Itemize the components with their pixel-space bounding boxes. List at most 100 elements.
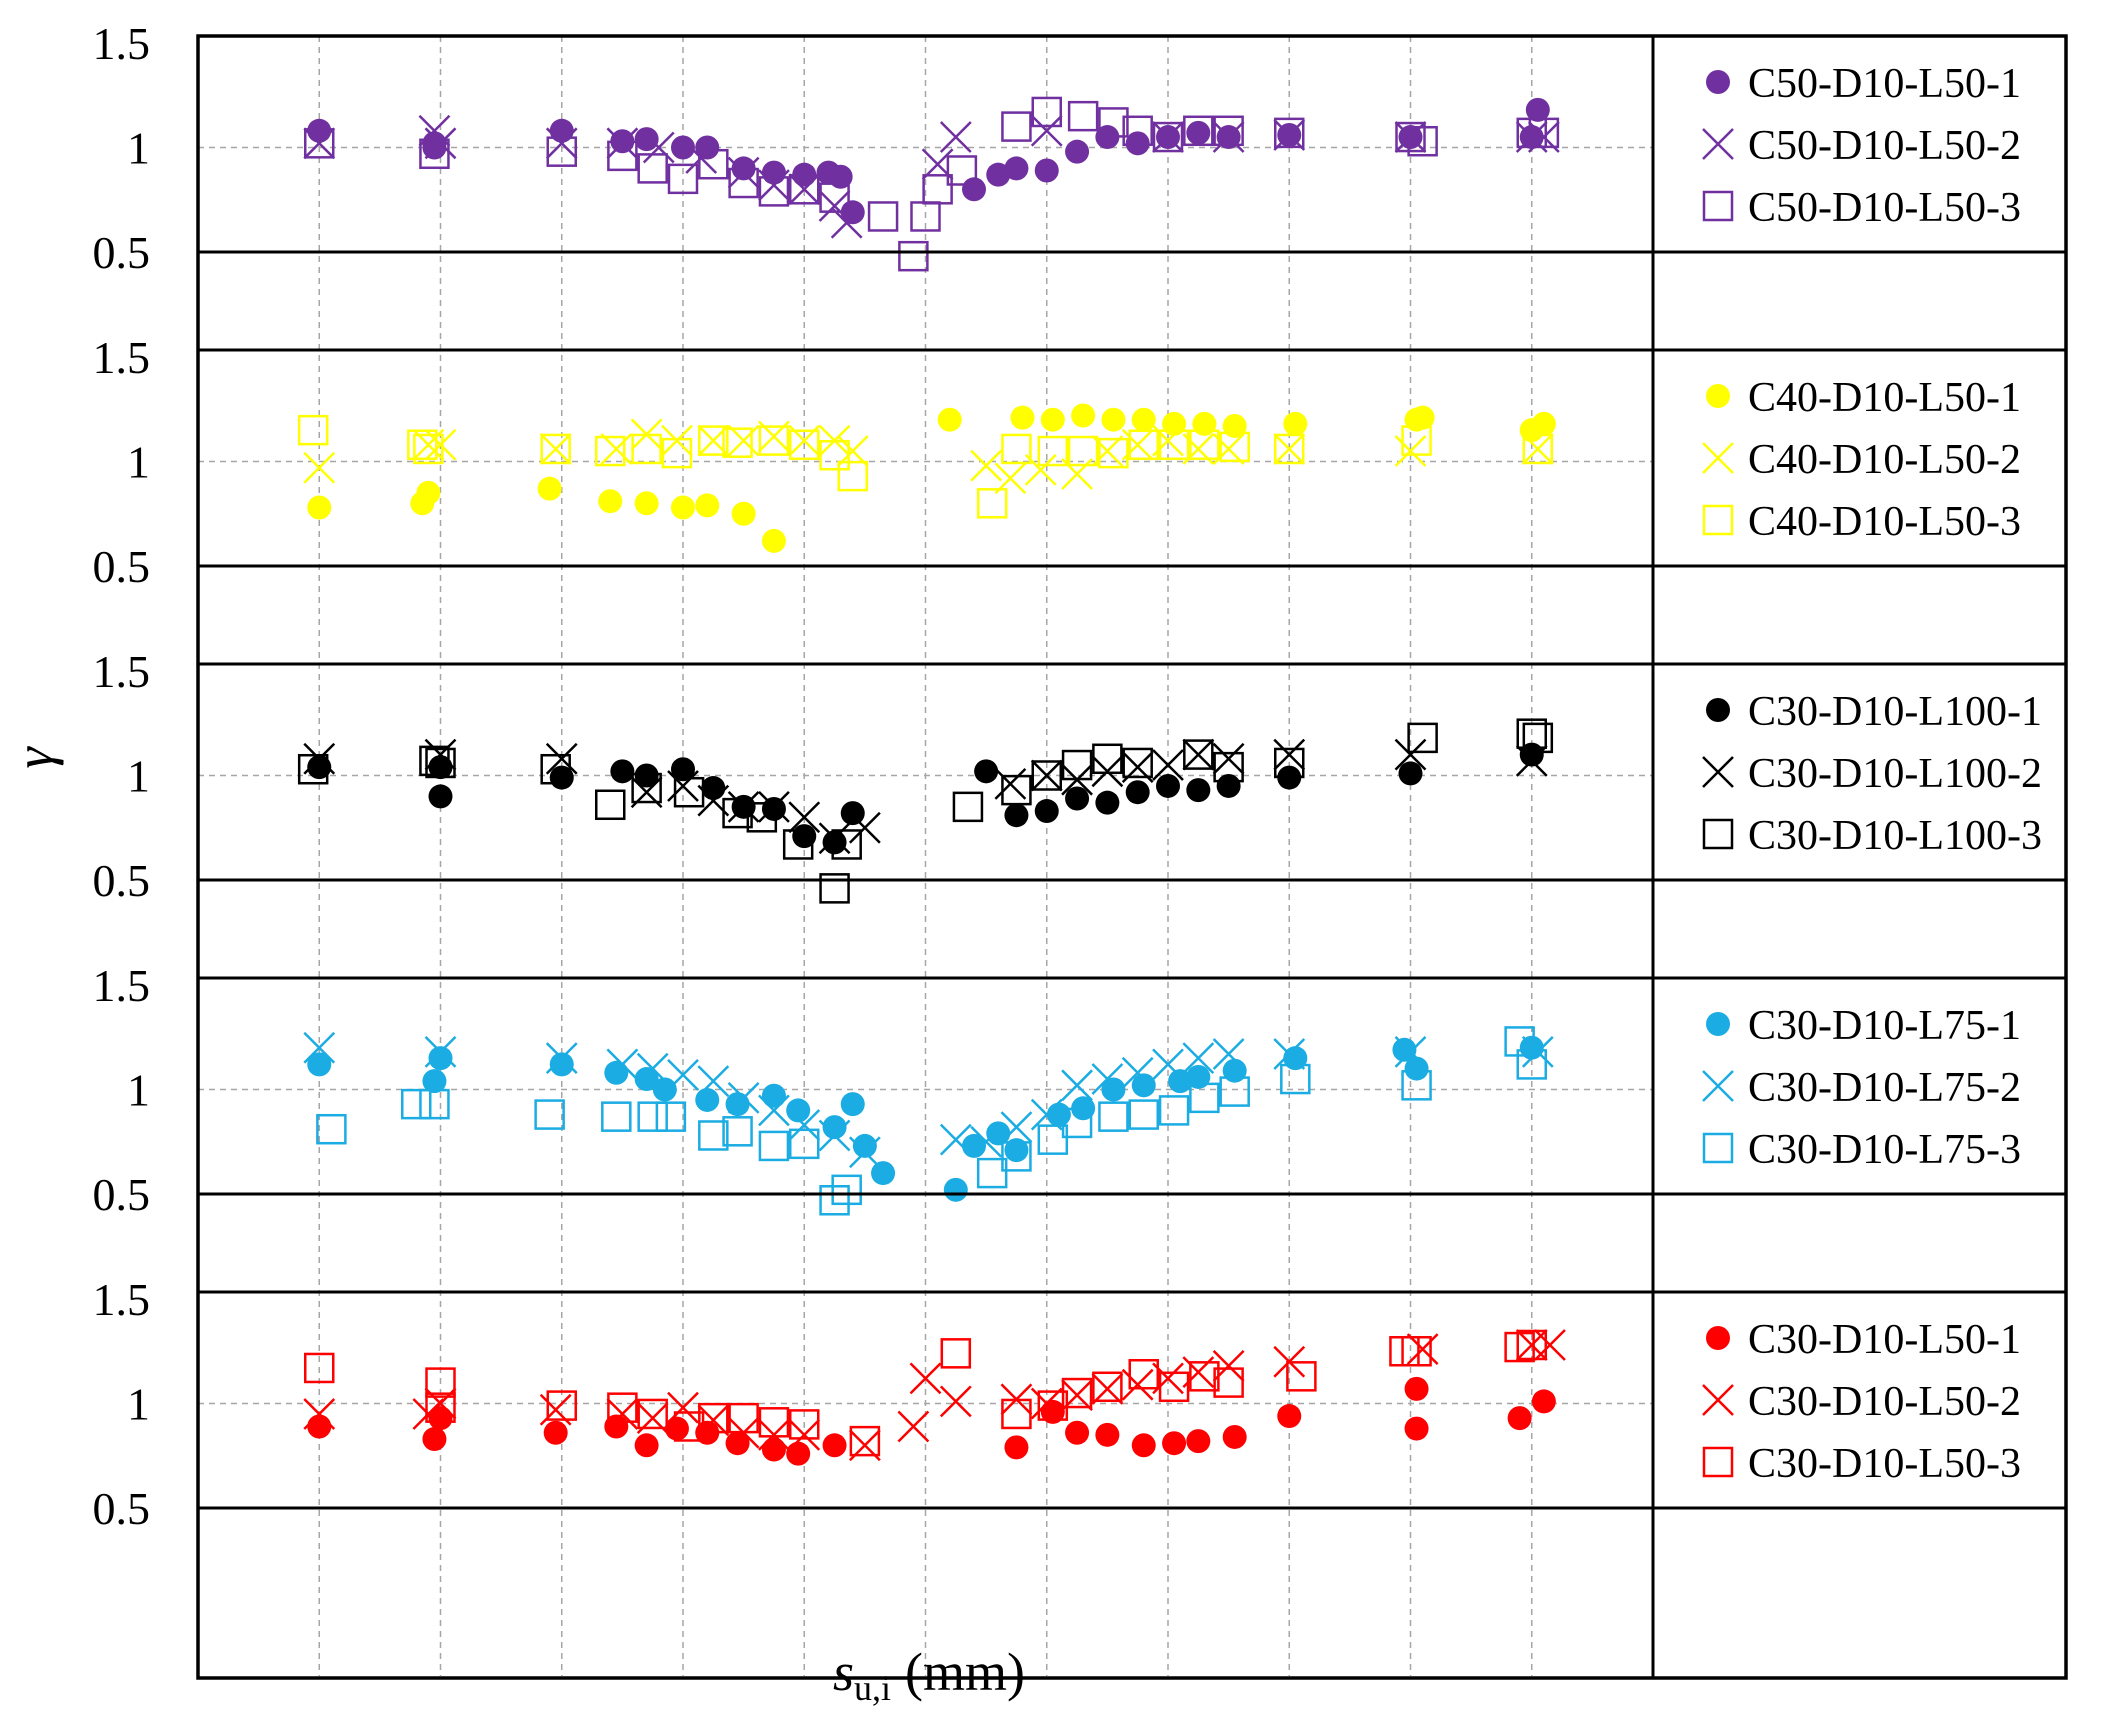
x-data-point: [1182, 738, 1215, 771]
square-data-point: [1061, 1377, 1093, 1409]
circle-data-point: [786, 1441, 811, 1466]
x-axis-title: su,i (mm): [833, 1642, 1025, 1708]
circle-data-point: [1095, 790, 1120, 815]
x-data-point: [606, 1048, 639, 1081]
square-data-point: [1128, 1099, 1159, 1130]
legend-label: C50-D10-L50-1: [1748, 61, 2021, 107]
square-data-point: [1001, 111, 1032, 142]
x-data-point: [636, 1052, 669, 1085]
circle-data-point: [634, 763, 659, 788]
square-data-point: [1274, 117, 1305, 149]
x-data-point: [848, 811, 881, 844]
legend-label: C30-D10-L100-2: [1748, 751, 2042, 797]
square-data-point: [976, 488, 1008, 519]
square-data-point: [1031, 96, 1062, 128]
circle-data-point: [416, 480, 441, 505]
series-C30-D10-L100-3: [297, 718, 1554, 904]
circle-data-point: [1392, 1037, 1417, 1062]
circle-data-point: [307, 495, 332, 520]
x-data-point: [909, 1362, 942, 1395]
square-data-point: [758, 425, 790, 456]
x-data-point: [1394, 435, 1427, 467]
y-tick-label: 1.5: [93, 18, 151, 69]
x-data-point: [667, 1391, 699, 1424]
series-C30-D10-L75-3: [316, 1026, 1547, 1216]
circle-data-point: [840, 1092, 865, 1117]
y-tick-label: 1.5: [93, 960, 151, 1011]
square-data-point: [304, 128, 335, 159]
circle-data-point: [1004, 1435, 1029, 1460]
circle-data-point: [1101, 1077, 1126, 1102]
circle-data-point: [1404, 1376, 1429, 1401]
circle-data-point: [652, 1077, 677, 1102]
x-data-point: [642, 131, 675, 164]
square-data-point: [1528, 117, 1560, 149]
legend: C50-D10-L50-1 C50-D10-L50-2 C50-D10-L50-3 C…: [1702, 61, 2042, 1487]
y-tick-label: 1: [127, 1379, 150, 1430]
circle-data-point: [307, 1414, 332, 1439]
y-tick-label: 1.5: [93, 332, 151, 383]
circle-data-point: [761, 160, 786, 185]
x-data-point: [1121, 1056, 1154, 1089]
square-data-point: [898, 240, 929, 272]
circle-data-point: [1156, 773, 1180, 798]
circle-data-point: [1277, 1404, 1302, 1429]
square-data-point: [1031, 760, 1062, 791]
square-data-point: [419, 745, 450, 777]
circle-data-point: [1525, 97, 1550, 122]
x-data-point: [303, 127, 336, 160]
square-data-point: [1001, 433, 1032, 465]
x-tick-labels: -12 -10 -8 -6 -4 -2 0 2 4 6 8 10 12: [167, 1709, 1676, 1714]
circle-data-point: [634, 1067, 659, 1092]
square-data-point: [1407, 722, 1438, 754]
circle-data-point: [1222, 1424, 1247, 1449]
x-data-point: [1212, 1038, 1245, 1070]
legend-marker-square: [1702, 1446, 1734, 1478]
square-data-point: [1522, 722, 1554, 754]
square-data-point: [401, 1088, 432, 1120]
square-data-point: [673, 776, 705, 808]
legend-marker-square: [1702, 504, 1734, 536]
square-data-point: [607, 140, 638, 172]
x-data-point: [545, 127, 578, 160]
square-data-point: [946, 155, 978, 186]
circle-data-point: [822, 1115, 847, 1140]
series-C40-D10-L50-3: [297, 414, 1554, 519]
x-data-point: [1406, 1333, 1439, 1366]
legend-marker-x: [1702, 756, 1734, 788]
circle-data-point: [543, 1420, 568, 1445]
square-data-point: [1274, 433, 1305, 465]
square-data-point: [534, 1099, 565, 1130]
x-data-point: [667, 1058, 699, 1091]
x-data-point: [303, 742, 336, 775]
circle-data-point: [1040, 407, 1065, 432]
circle-data-point: [822, 1433, 847, 1458]
x-data-point: [1273, 738, 1306, 771]
square-data-point: [722, 427, 753, 458]
circle-data-point: [761, 796, 786, 821]
square-data-point: [540, 433, 571, 465]
square-data-point: [316, 1113, 347, 1145]
circle-data-point: [1531, 411, 1556, 436]
x-axis-title-unit: (mm): [905, 1642, 1025, 1702]
square-data-point: [976, 1157, 1008, 1189]
y-tick-label: 0.5: [93, 1169, 151, 1220]
square-data-point: [1067, 435, 1099, 467]
circle-data-point: [786, 1098, 811, 1123]
x-data-point: [1515, 1329, 1548, 1361]
x-data-point: [1061, 1069, 1093, 1102]
circle-data-point: [840, 801, 865, 826]
square-data-point: [1158, 1095, 1190, 1126]
y-tick-label: 0.5: [93, 227, 151, 278]
circle-data-point: [1186, 778, 1211, 803]
square-data-point: [546, 136, 577, 167]
legend-label: C40-D10-L50-2: [1748, 437, 2021, 483]
circle-data-point: [671, 495, 695, 520]
square-data-point: [698, 148, 729, 180]
panel-3: [297, 718, 1554, 904]
circle-data-point: [1004, 156, 1029, 181]
legend-label: C30-D10-L50-2: [1748, 1379, 2021, 1425]
legend-marker-square: [1702, 818, 1734, 850]
x-data-point: [1091, 1372, 1124, 1405]
x-data-point: [545, 1042, 578, 1075]
